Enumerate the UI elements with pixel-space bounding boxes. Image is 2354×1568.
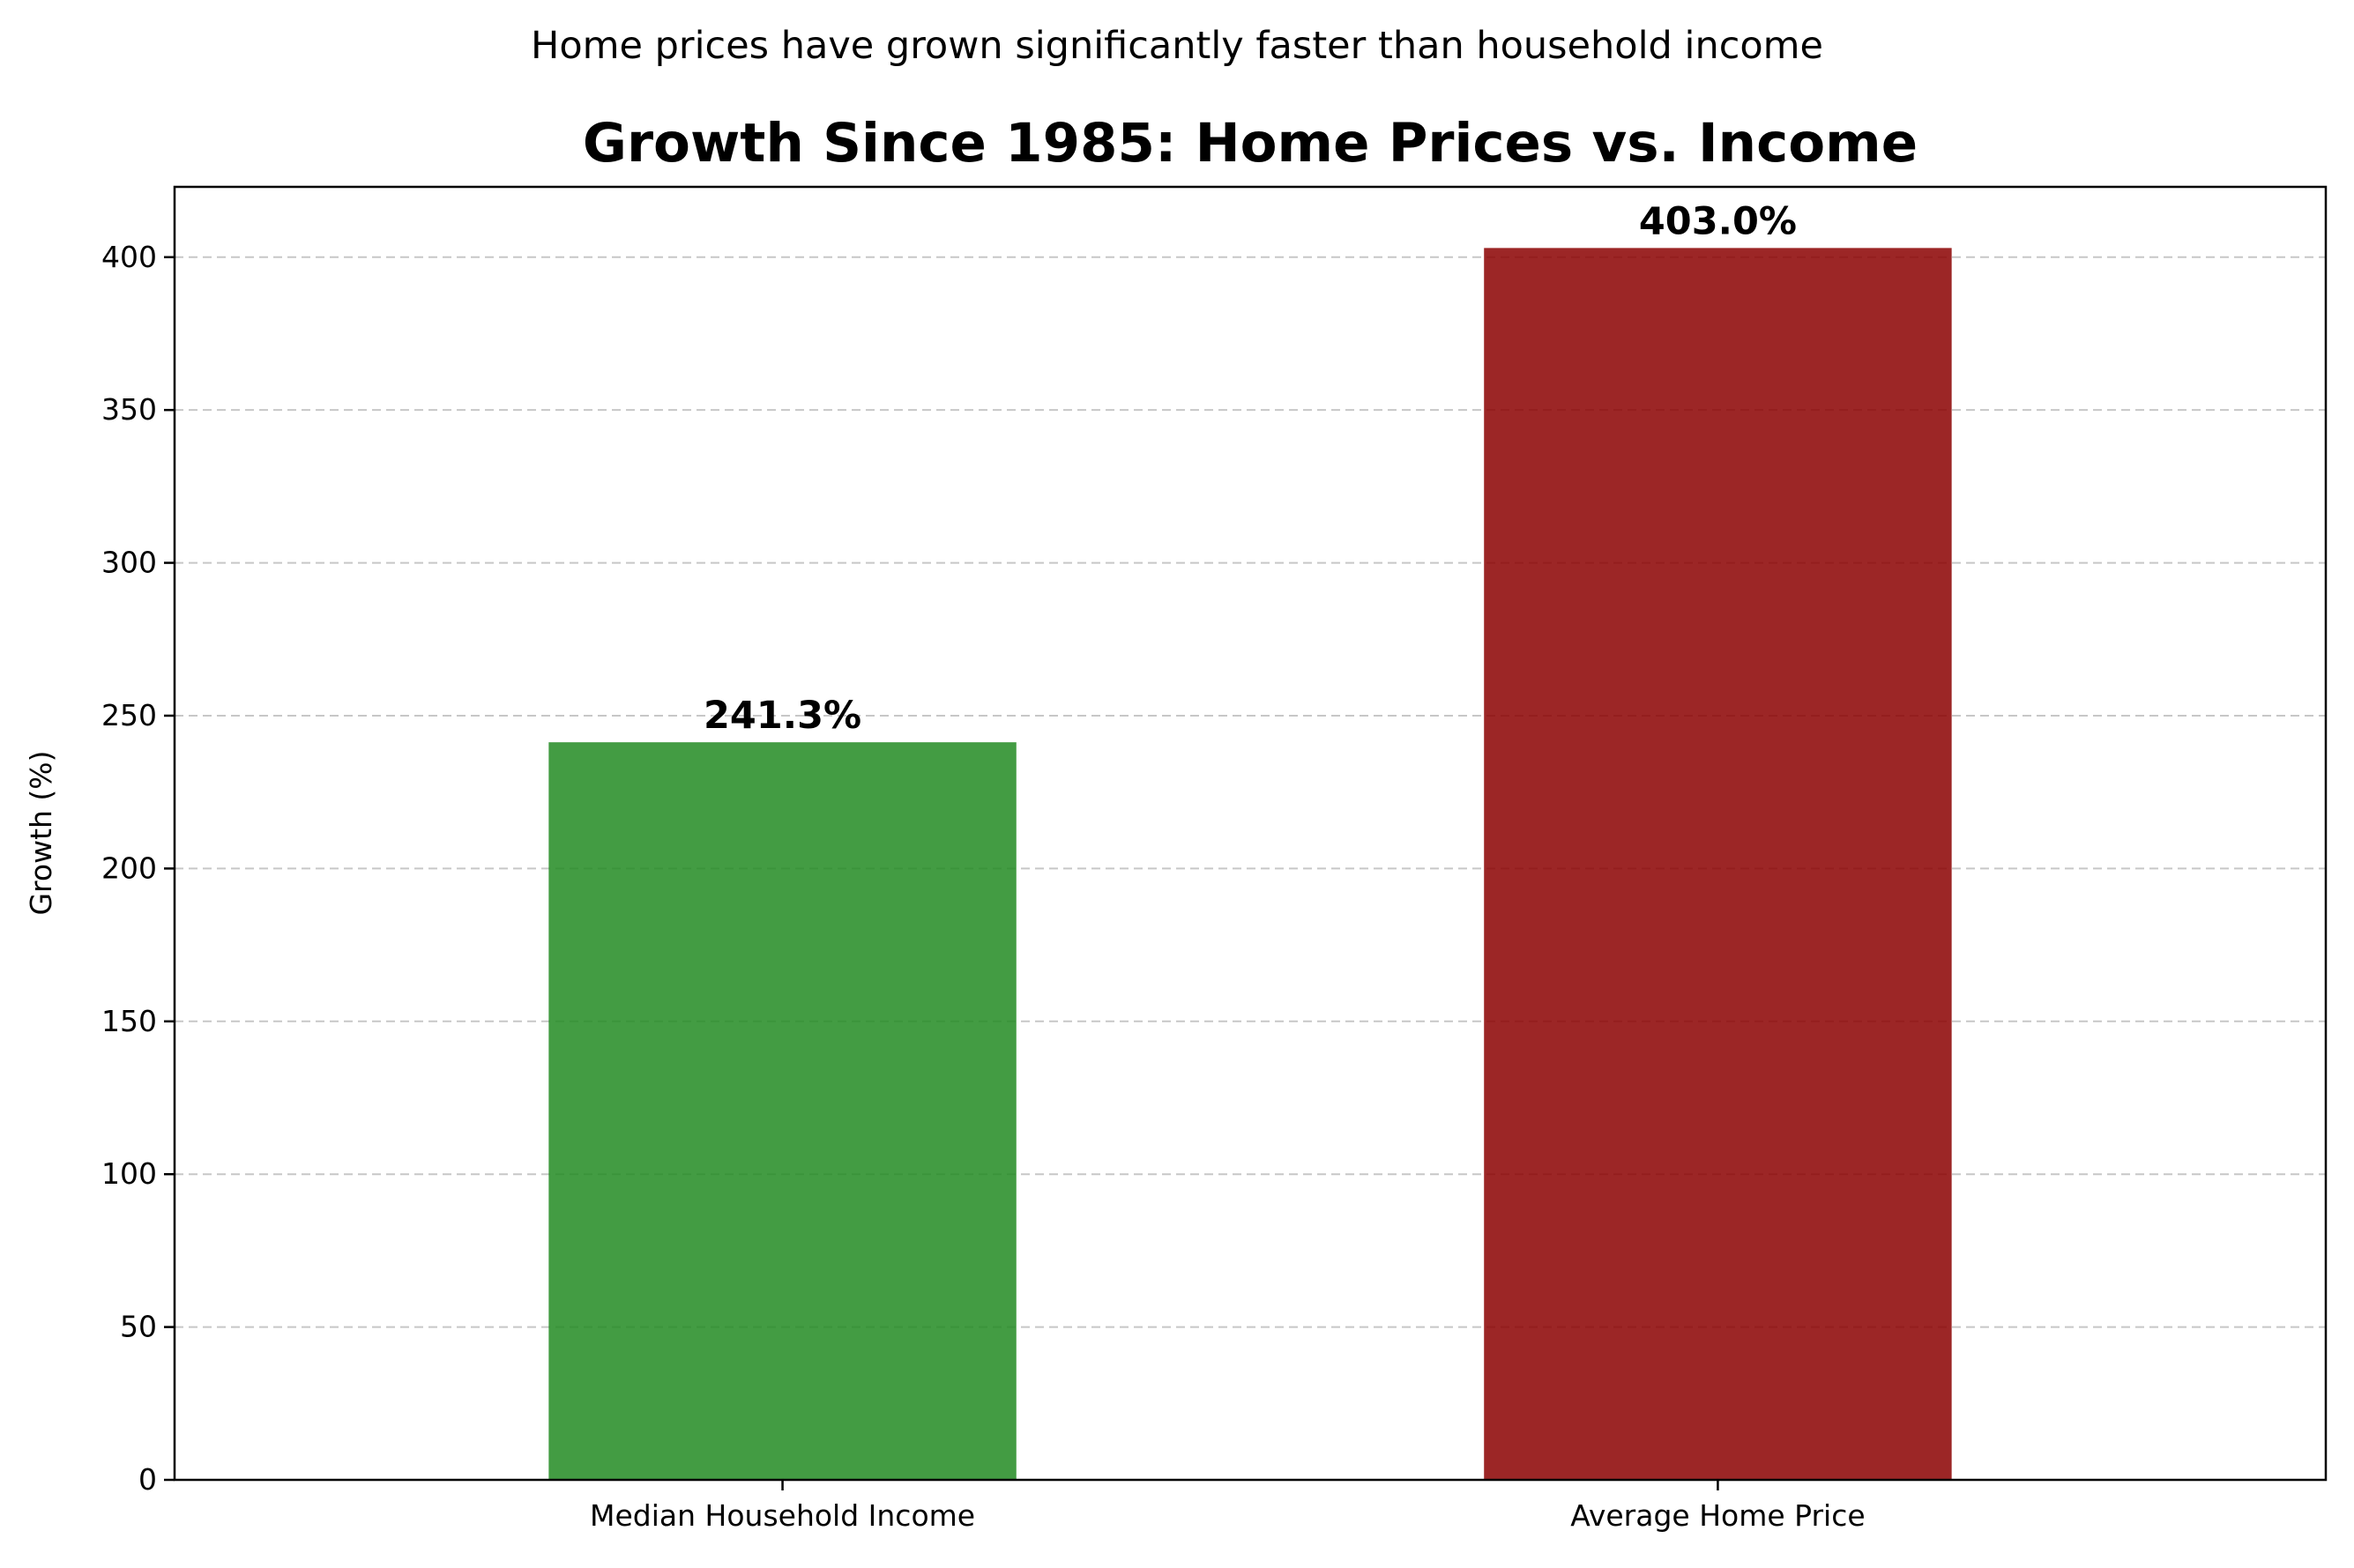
plot-frame: [173, 185, 2328, 1482]
x-axis-ticks: Median Household Income Average Home Pric…: [590, 1480, 1866, 1533]
data-label-1: 403.0%: [1639, 199, 1797, 243]
y-tick-label-300: 300: [101, 546, 157, 580]
x-tick-label-0: Median Household Income: [590, 1498, 975, 1533]
bars: [548, 248, 1952, 1480]
x-tick-label-1: Average Home Price: [1570, 1498, 1865, 1533]
y-tick-label-200: 200: [101, 851, 157, 885]
y-tick-label-250: 250: [101, 698, 157, 732]
y-tick-label-100: 100: [101, 1156, 157, 1191]
gridlines: [175, 256, 2326, 1328]
y-tick-label-150: 150: [101, 1004, 157, 1038]
y-tick-label-400: 400: [101, 240, 157, 274]
data-label-0: 241.3%: [704, 694, 861, 738]
y-tick-label-50: 50: [120, 1310, 157, 1344]
chart-title: Growth Since 1985: Home Prices vs. Incom…: [583, 112, 1918, 175]
chart-suptitle: Home prices have grown significantly fas…: [531, 24, 1823, 68]
bar-average-home-price: [1484, 248, 1952, 1480]
bar-median-household-income: [548, 742, 1017, 1480]
data-labels: 241.3% 403.0%: [704, 199, 1797, 738]
y-axis-ticks: 0 50 100 150 200 250 300 350 400: [101, 240, 175, 1497]
y-axis-label: Growth (%): [24, 750, 58, 915]
y-tick-label-350: 350: [101, 392, 157, 427]
y-tick-label-0: 0: [138, 1462, 157, 1497]
